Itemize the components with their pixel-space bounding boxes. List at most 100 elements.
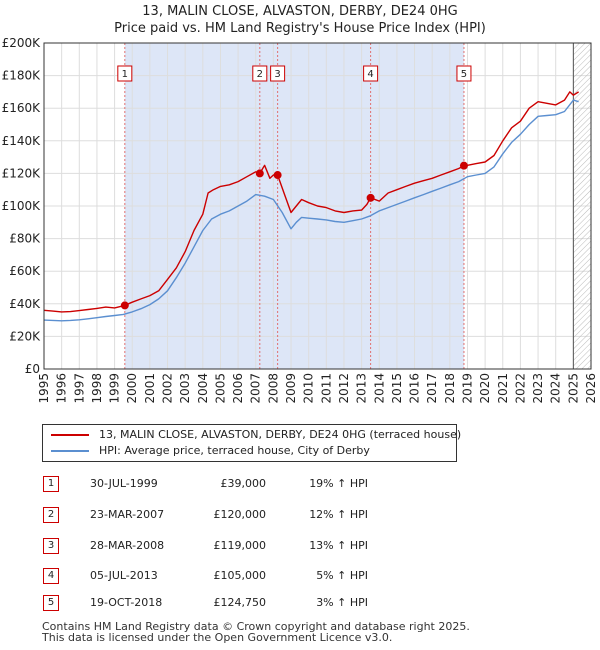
sale-price: £105,000 [213, 569, 267, 582]
y-tick-label: £40K [9, 297, 41, 311]
sale-number-badge: 3 [43, 538, 59, 554]
y-tick-label: £20K [9, 329, 41, 343]
plot-frame [43, 42, 592, 370]
sale-marker-box [117, 65, 133, 82]
sale-hpi-change: 12% ↑ HPI [309, 508, 368, 521]
sale-date: 19-OCT-2018 [90, 596, 163, 609]
x-tick-label: 2006 [231, 373, 245, 404]
sale-marker-box [363, 65, 379, 82]
x-tick-label: 2011 [319, 373, 333, 404]
sale-hpi-change: 13% ↑ HPI [309, 539, 368, 552]
table-row: 4 05-JUL-2013 £105,000 5% ↑ HPI [42, 568, 562, 584]
sale-price: £119,000 [213, 539, 267, 552]
sale-price: £39,000 [220, 477, 267, 490]
sale-date: 30-JUL-1999 [90, 477, 158, 490]
sale-marker-box [456, 65, 472, 82]
x-tick-label: 2021 [496, 373, 510, 404]
x-tick-label: 2009 [284, 373, 298, 404]
sale-hpi-change: 19% ↑ HPI [309, 477, 368, 490]
x-tick-label: 2016 [408, 373, 422, 404]
sale-hpi-change: 3% ↑ HPI [316, 596, 368, 609]
x-tick-label: 2018 [443, 373, 457, 404]
sale-point [273, 171, 282, 180]
forecast-layer [572, 43, 591, 369]
sale-marker-label: 3 [274, 69, 280, 80]
x-tick-label: 1996 [55, 373, 69, 404]
x-tick-label: 2004 [196, 373, 210, 404]
x-tick-label: 2022 [513, 373, 527, 404]
sale-price: £124,750 [213, 596, 267, 609]
sale-date: 05-JUL-2013 [90, 569, 158, 582]
table-row: 1 30-JUL-1999 £39,000 19% ↑ HPI [42, 476, 562, 492]
sale-number-badge: 5 [43, 595, 59, 611]
chart-legend: 13, MALIN CLOSE, ALVASTON, DERBY, DE24 0… [42, 424, 461, 462]
sale-hpi-change: 5% ↑ HPI [316, 569, 368, 582]
sale-point [255, 169, 264, 178]
x-tick-label: 2002 [161, 373, 175, 404]
x-tick-label: 2007 [249, 373, 263, 404]
x-tick-label: 2013 [355, 373, 369, 404]
sale-marker-box [270, 65, 286, 82]
property-price-line [43, 91, 579, 313]
chart-title-main: 13, MALIN CLOSE, ALVASTON, DERBY, DE24 0… [142, 4, 458, 19]
x-tick-label: 1998 [90, 373, 104, 404]
y-tick-label: £200K [2, 36, 42, 50]
legend-label-property: 13, MALIN CLOSE, ALVASTON, DERBY, DE24 0… [99, 428, 462, 441]
footer-attribution: Contains HM Land Registry data © Crown c… [42, 621, 470, 643]
sale-number-badge: 2 [43, 507, 59, 523]
y-tick-label: £160K [2, 101, 42, 115]
chart-title: 13, MALIN CLOSE, ALVASTON, DERBY, DE24 0… [0, 3, 600, 37]
x-tick-label: 2024 [549, 373, 563, 404]
x-tick-label: 2010 [302, 373, 316, 404]
sale-number-badge: 4 [43, 568, 59, 584]
x-tick-label: 2026 [584, 373, 598, 404]
table-row: 2 23-MAR-2007 £120,000 12% ↑ HPI [42, 507, 562, 523]
legend-swatch-hpi [51, 450, 89, 452]
table-row: 3 28-MAR-2008 £119,000 13% ↑ HPI [42, 538, 562, 554]
x-tick-label: 2025 [566, 373, 580, 404]
sale-marker-label: 4 [367, 69, 373, 80]
y-tick-label: £60K [9, 264, 41, 278]
x-tick-label: 2019 [460, 373, 474, 404]
x-tick-label: 1999 [108, 373, 122, 404]
x-tick-label: 2017 [425, 373, 439, 404]
sale-point [120, 301, 129, 310]
x-tick-label: 2014 [372, 373, 386, 404]
sale-point [459, 161, 468, 170]
y-tick-label: £0 [25, 362, 40, 376]
grid-layer [43, 42, 592, 370]
y-tick-label: £80K [9, 232, 41, 246]
y-tick-label: £140K [2, 134, 42, 148]
legend-swatch-property [51, 434, 89, 436]
y-tick-label: £100K [2, 199, 42, 213]
sale-points [120, 161, 468, 310]
x-tick-label: 2003 [178, 373, 192, 404]
sale-point [366, 193, 375, 202]
forecast-hatch [573, 43, 591, 369]
x-tick-label: 2015 [390, 373, 404, 404]
sale-date: 23-MAR-2007 [90, 508, 165, 521]
sale-marker-label: 1 [122, 69, 128, 80]
x-tick-label: 2001 [143, 373, 157, 404]
axis-layer: £0 £20K £40K £60K £80K £100K £120K £140K £160K £1… [2, 36, 598, 404]
chart-subtitle: Price paid vs. HM Land Registry's House … [114, 21, 486, 36]
series-layer [43, 91, 579, 322]
hpi-line [43, 99, 579, 322]
footer-copyright: Contains HM Land Registry data © Crown c… [42, 620, 470, 633]
y-tick-label: £180K [2, 69, 42, 83]
x-tick-label: 2012 [337, 373, 351, 404]
footer-licence: This data is licensed under the Open Gov… [42, 631, 393, 644]
y-tick-label: £120K [2, 166, 42, 180]
x-tick-label: 1997 [72, 373, 86, 404]
x-tick-label: 2008 [266, 373, 280, 404]
sale-marker-label: 5 [461, 69, 467, 80]
sale-marker-box [252, 65, 268, 82]
x-tick-label: 2000 [125, 373, 139, 404]
sale-price: £120,000 [213, 508, 267, 521]
x-tick-label: 2023 [531, 373, 545, 404]
legend-label-hpi: HPI: Average price, terraced house, City… [99, 444, 370, 457]
sale-marker-label: 2 [257, 69, 263, 80]
table-row: 5 19-OCT-2018 £124,750 3% ↑ HPI [42, 595, 562, 611]
